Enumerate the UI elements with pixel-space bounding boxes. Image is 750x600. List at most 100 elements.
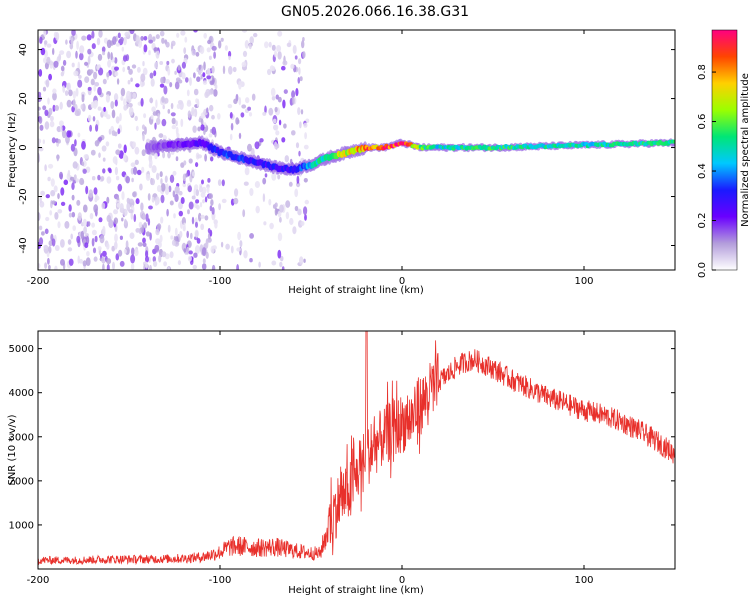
spectrogram-noise-cell	[251, 93, 256, 101]
spectrogram-noise-cell	[51, 238, 56, 247]
spectrogram-noise-cell	[153, 260, 158, 267]
y-tick-label: 5000	[9, 344, 34, 355]
spectrogram-noise-cell	[70, 176, 75, 181]
spectrogram-noise-cell	[91, 237, 95, 247]
spectrogram-x-ticks: -200 -100 0 100	[27, 30, 594, 287]
spectrogram-noise-cell	[274, 141, 278, 150]
spectrogram-noise-cell	[218, 40, 222, 49]
spectrogram-noise-cell	[228, 65, 233, 75]
spectrogram-noise-cell	[176, 32, 180, 38]
spectrogram-noise-cell	[178, 190, 183, 196]
spectrogram-noise-cell	[289, 217, 294, 226]
spectrogram-noise-cell	[286, 42, 292, 48]
spectrogram-noise-cell	[70, 233, 73, 240]
spectrogram-noise-cell	[264, 173, 268, 178]
spectrogram-noise-cell	[299, 256, 304, 265]
spectrogram-noise-cell	[116, 78, 120, 85]
spectrogram-noise-cell	[149, 97, 154, 104]
spectrogram-noise-cell	[123, 248, 127, 254]
spectrogram-noise-cell	[211, 264, 216, 270]
spectrogram-noise-cell	[62, 85, 66, 93]
spectrogram-noise-cell	[122, 55, 128, 62]
x-tick-label: -200	[27, 276, 50, 287]
spectrogram-noise-cell	[50, 178, 55, 187]
spectrogram-noise-cell	[90, 78, 95, 86]
spectrogram-noise-cell	[77, 255, 80, 264]
spectrogram-noise-cell	[162, 151, 166, 159]
spectrogram-noise-cell	[207, 228, 211, 234]
spectrogram-ridge-cell	[672, 139, 675, 144]
spectrogram-noise-cell	[98, 136, 103, 142]
spectrogram-noise-cell	[102, 250, 107, 257]
spectrogram-noise-cell	[84, 242, 89, 249]
spectrogram-noise-cell	[172, 170, 177, 176]
spectrogram-noise-cell	[244, 167, 250, 176]
spectrogram-noise-cell	[202, 258, 206, 264]
spectrogram-noise-cell	[248, 112, 253, 117]
spectrogram-noise-cell	[213, 51, 217, 59]
spectrogram-noise-cell	[296, 181, 301, 188]
spectrogram-noise-cell	[171, 117, 176, 125]
spectrogram-noise-cell	[97, 174, 101, 181]
spectrogram-noise-cell	[196, 76, 201, 82]
spectrogram-noise-cell	[181, 72, 186, 80]
spectrogram-noise-cell	[44, 40, 48, 45]
spectrogram-noise-cell	[195, 162, 199, 168]
spectrogram-noise-cell	[263, 221, 267, 226]
spectrogram-noise-cell	[271, 172, 277, 181]
spectrogram-noise-cell	[243, 181, 249, 186]
spectrogram-noise-cell	[58, 120, 64, 127]
spectrogram-noise-cell	[201, 186, 207, 194]
spectrogram-noise-cell	[197, 126, 201, 132]
spectrogram-noise-cell	[103, 106, 106, 112]
spectrogram-noise-cell	[227, 104, 233, 109]
spectrogram-noise-cell	[55, 32, 60, 41]
spectrogram-noise-cell	[177, 64, 181, 71]
spectrogram-noise-cell	[83, 204, 88, 213]
spectrogram-noise-cell	[133, 213, 137, 223]
spectrogram-noise-cell	[135, 228, 140, 233]
spectrogram-noise-cell	[206, 186, 210, 194]
spectrogram-noise-cell	[233, 197, 239, 205]
spectrogram-noise-cell	[161, 251, 167, 258]
spectrogram-noise-cell	[72, 225, 76, 231]
spectrogram-noise-cell	[93, 71, 98, 80]
spectrogram-noise-cell	[204, 153, 208, 162]
spectrogram-noise-cell	[205, 240, 209, 249]
spectrogram-noise-cell	[210, 245, 215, 254]
spectrogram-noise-cell	[211, 45, 217, 51]
spectrogram-noise-cell	[43, 244, 48, 249]
spectrogram-noise-cell	[80, 104, 84, 110]
spectrogram-noise-cell	[74, 139, 77, 147]
x-tick-label: -200	[27, 575, 50, 586]
spectrogram-noise-cell	[145, 231, 151, 237]
spectrogram-noise-cell	[44, 109, 49, 117]
spectrogram-noise-cell	[201, 263, 207, 270]
spectrogram-noise-cell	[274, 50, 277, 58]
spectrogram-noise-cell	[119, 203, 124, 212]
spectrogram-noise-cell	[270, 87, 276, 97]
spectrogram-noise-cell	[238, 97, 242, 106]
spectrogram-noise-cell	[86, 251, 90, 257]
spectrogram-noise-cell	[124, 218, 127, 226]
spectrogram-noise-cell	[151, 196, 155, 203]
spectrogram-noise-cell	[71, 211, 76, 218]
spectrogram-noise-cell	[292, 226, 297, 235]
spectrogram-noise-cell	[132, 141, 137, 148]
spectrogram-noise-cell	[149, 72, 154, 79]
spectrogram-noise-cell	[279, 255, 284, 262]
spectrogram-noise-cell	[150, 178, 155, 186]
spectrogram-noise-cell	[126, 202, 131, 212]
spectrogram-noise-cell	[165, 79, 171, 84]
spectrogram-noise-cell	[282, 99, 286, 109]
spectrogram-noise-cell	[166, 208, 169, 217]
spectrogram-noise-cell	[94, 235, 98, 243]
spectrogram-noise-cell	[84, 61, 89, 66]
spectrogram-noise-cell	[145, 213, 149, 222]
spectrogram-noise-cell	[50, 190, 56, 197]
spectrogram-noise-cell	[303, 258, 306, 263]
spectrogram-noise-cell	[153, 70, 157, 77]
spectrogram-noise-cell	[105, 94, 110, 103]
spectrogram-noise-cell	[229, 133, 233, 141]
spectrogram-noise-cell	[85, 185, 89, 195]
